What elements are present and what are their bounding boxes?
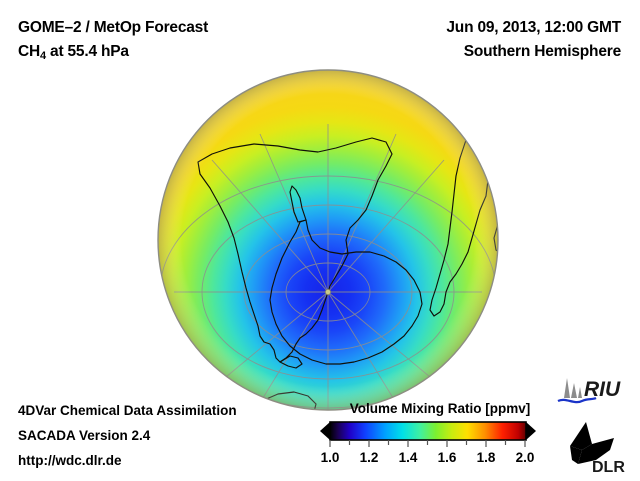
url-label[interactable]: http://wdc.dlr.de: [18, 453, 122, 468]
colorbar-tick-label-2: 1.4: [398, 450, 418, 465]
colorbar-tick-label-0: 1.0: [320, 450, 340, 465]
colorbar-tick-label-4: 1.8: [476, 450, 496, 465]
colorbar-tick-label-5: 2.0: [515, 450, 535, 465]
instrument-title: GOME–2 / MetOp Forecast: [18, 19, 209, 36]
logo-group: RIU DLR: [552, 372, 638, 476]
dlr-wordmark: DLR: [592, 459, 625, 476]
colorbar: 1.0 1.2 1.4 1.6 1.8 2.0: [312, 420, 544, 476]
hemisphere-label: Southern Hemisphere: [463, 43, 621, 60]
colorbar-extend-high-arrow: [526, 422, 536, 440]
globe-map: [150, 62, 510, 414]
colorbar-ticks: [329, 440, 526, 447]
riu-towers-icon: [564, 378, 582, 398]
colorbar-title: Volume Mixing Ratio [ppmv]: [349, 401, 531, 416]
riu-wordmark: RIU: [584, 378, 621, 401]
version-label: SACADA Version 2.4: [18, 428, 151, 443]
method-label: 4DVar Chemical Data Assimilation: [18, 403, 237, 418]
colorbar-extend-low-arrow: [320, 422, 330, 440]
colorbar-gradient: [330, 422, 526, 440]
species-subscript: 4: [40, 50, 46, 63]
dlr-logo: DLR: [570, 422, 625, 476]
dlr-star-icon: [570, 422, 614, 464]
riu-logo: RIU: [557, 378, 621, 404]
colorbar-tick-label-3: 1.6: [437, 450, 457, 465]
colorbar-tick-label-1: 1.2: [359, 450, 379, 465]
globe-outline: [157, 69, 499, 411]
species-level-title: CH4 at 55.4 hPa: [18, 43, 129, 62]
globe-disc: [157, 69, 499, 411]
riu-wave-icon: [557, 396, 597, 404]
limb-shading: [158, 70, 498, 410]
species-level: at 55.4 hPa: [45, 43, 129, 60]
datetime-label: Jun 09, 2013, 12:00 GMT: [446, 19, 621, 36]
species-prefix: CH: [18, 43, 40, 60]
